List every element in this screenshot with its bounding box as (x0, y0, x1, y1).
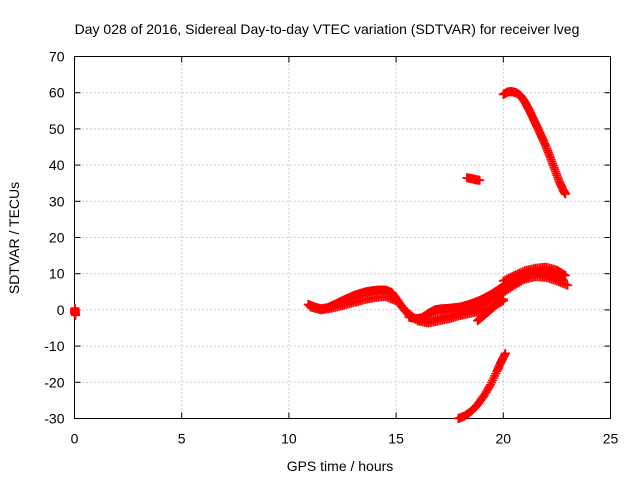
chart-title: Day 028 of 2016, Sidereal Day-to-day VTE… (75, 21, 580, 37)
x-tick-label: 15 (388, 431, 404, 447)
y-tick-label: 40 (49, 157, 65, 173)
series-upper-arc (498, 87, 570, 199)
data-points (70, 87, 573, 423)
y-tick-label: 60 (49, 85, 65, 101)
data-point (71, 310, 81, 320)
x-tick-label: 10 (281, 431, 297, 447)
y-tick-label: -20 (44, 374, 64, 390)
x-axis-label: GPS time / hours (287, 458, 394, 474)
series-lower-arc (453, 348, 510, 423)
data-point (498, 294, 508, 304)
x-tick-label: 0 (71, 431, 79, 447)
y-tick-label: 0 (57, 302, 65, 318)
data-point (563, 280, 573, 290)
y-tick-label: 50 (49, 121, 65, 137)
y-tick-label: -30 (44, 411, 64, 427)
data-point (559, 270, 569, 280)
series-start (70, 303, 81, 320)
x-tick-label: 5 (178, 431, 186, 447)
y-tick-label: -10 (44, 338, 64, 354)
y-tick-label: 20 (49, 230, 65, 246)
data-point (560, 271, 570, 281)
series-upper-band (498, 262, 570, 286)
data-point (500, 348, 510, 358)
data-point (475, 175, 485, 185)
x-tick-label: 20 (496, 431, 512, 447)
series-small-branch (473, 294, 508, 326)
data-point (497, 295, 507, 305)
data-point (560, 189, 570, 199)
x-tick-label: 25 (603, 431, 619, 447)
data-point (484, 382, 494, 392)
y-tick-label: 70 (49, 49, 65, 65)
y-tick-label: 30 (49, 193, 65, 209)
data-point (496, 296, 506, 306)
axis-ticks: 0 5 10 15 20 25 -30 -20 -10 0 10 20 30 40 50 60 70 (44, 49, 618, 447)
y-tick-label: 10 (49, 266, 65, 282)
y-axis-label: SDTVAR / TECUs (6, 182, 22, 294)
series-middle-band (404, 272, 573, 325)
series-isolated (462, 173, 485, 185)
